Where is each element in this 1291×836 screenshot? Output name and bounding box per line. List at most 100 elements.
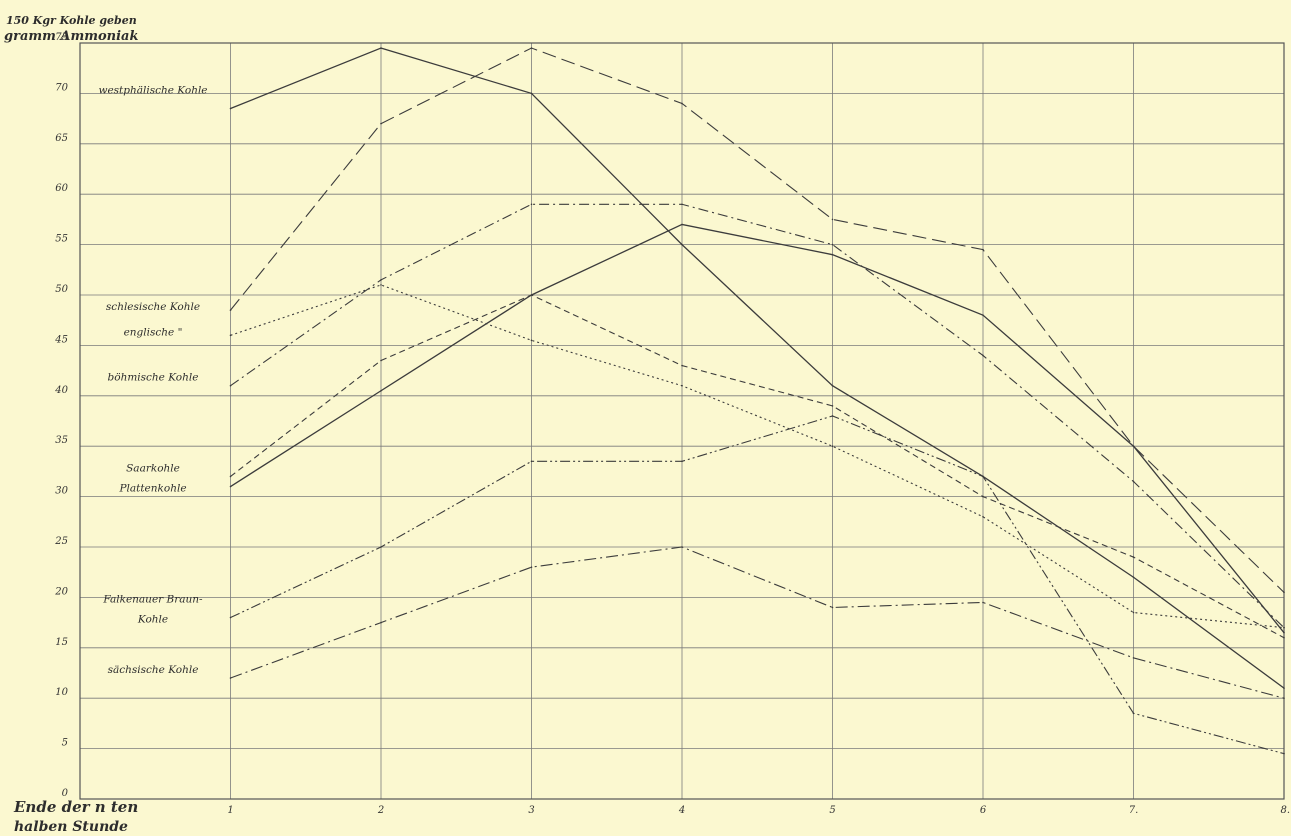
series-point [831, 606, 834, 609]
series-point [1132, 576, 1135, 579]
series-point [530, 294, 533, 296]
series-point [229, 616, 232, 619]
series-line [230, 294, 1285, 639]
series-point [229, 485, 232, 488]
series-point [831, 445, 834, 448]
series-point [530, 566, 533, 568]
y-tick-label: 75 [55, 32, 68, 43]
x-tick-label: 4 [678, 805, 685, 816]
x-tick-label: 8. [1280, 805, 1290, 816]
y-tick-label: 35 [55, 435, 68, 446]
series-point [1132, 480, 1135, 483]
series-line [230, 203, 1285, 629]
series-label: Kohle [137, 614, 168, 626]
series-point [982, 248, 984, 251]
series-point [982, 354, 984, 357]
series-point [1283, 697, 1285, 699]
series-point [380, 359, 382, 362]
series-point [1283, 636, 1285, 639]
series-point [380, 47, 382, 49]
series-line [230, 47, 1285, 593]
series-7 [229, 546, 1285, 699]
series-label: westphälische Kohle [98, 84, 207, 96]
series-label: böhmische Kohle [108, 372, 199, 384]
series-point [1283, 626, 1285, 629]
y-tick-label: 70 [55, 82, 68, 93]
series-6 [229, 415, 1285, 755]
series-point [982, 601, 984, 604]
x-axis-label-line-2: halben Stunde [14, 819, 128, 835]
series-point [229, 677, 232, 679]
y-tick-labels: 0 5 10 15 20 25 30 35 40 45 50 55 60 65 70 75 [54, 32, 68, 799]
series-point [1283, 591, 1285, 594]
y-axis-label-line-2: gramm Ammoniak [4, 29, 139, 44]
series-point [229, 384, 232, 387]
series-point [1132, 712, 1135, 715]
series-point [1132, 611, 1135, 614]
series-5 [229, 294, 1285, 639]
y-tick-label: 20 [54, 586, 68, 597]
series-line [230, 284, 1285, 629]
series-lines [229, 47, 1285, 755]
series-point [1283, 687, 1285, 689]
y-tick-label: 0 [62, 788, 69, 799]
y-tick-label: 50 [55, 284, 68, 295]
series-label: Plattenkohle [118, 483, 186, 495]
series-point [530, 203, 533, 206]
series-point [229, 309, 232, 311]
series-line [230, 546, 1285, 699]
grid [79, 42, 1285, 800]
series-point [831, 415, 834, 417]
series-point [831, 405, 834, 407]
y-tick-label: 45 [54, 334, 68, 345]
series-point [681, 384, 683, 387]
series-3 [229, 203, 1285, 629]
y-tick-label: 5 [62, 738, 68, 749]
series-point [681, 243, 683, 246]
x-tick-labels: 1 2 3 4 5 6 7. 8. [227, 805, 1290, 816]
x-tick-label: 1 [227, 805, 233, 816]
series-point [530, 92, 533, 95]
series-line [230, 415, 1285, 755]
series-point [530, 460, 533, 463]
y-tick-label: 55 [55, 234, 68, 245]
series-label: sächsische Kohle [108, 664, 199, 676]
series-2 [229, 284, 1285, 629]
x-tick-label: 6 [980, 805, 987, 816]
series-point [229, 334, 232, 337]
series-point [831, 243, 834, 246]
series-point [380, 621, 382, 624]
series-point [229, 475, 232, 478]
series-line [230, 223, 1285, 634]
series-point [380, 389, 382, 392]
series-4 [229, 223, 1285, 634]
x-tick-label: 7. [1129, 805, 1139, 816]
series-label: englische " [124, 326, 183, 338]
series-point [1283, 631, 1285, 634]
series-point [1132, 556, 1135, 558]
y-axis-label-line-1: 150 Kgr Kohle geben [6, 14, 137, 27]
x-tick-label: 5 [829, 805, 835, 816]
series-point [982, 495, 984, 498]
series-point [380, 122, 382, 125]
series-point [831, 253, 834, 256]
series-label: schlesische Kohle [106, 301, 200, 313]
x-tick-label: 2 [377, 805, 384, 816]
series-point [681, 364, 683, 367]
y-tick-label: 65 [55, 133, 68, 144]
series-label: Saarkohle [126, 462, 180, 474]
y-tick-label: 30 [55, 486, 68, 497]
series-point [681, 203, 683, 206]
y-tick-label: 10 [55, 687, 68, 698]
series-point [380, 279, 382, 281]
series-line [230, 47, 1285, 689]
series-point [831, 218, 834, 221]
series-point [681, 223, 683, 226]
series-point [380, 284, 382, 286]
series-point [1283, 752, 1285, 755]
series-point [982, 475, 984, 478]
y-tick-label: 25 [54, 536, 68, 547]
y-tick-label: 60 [55, 183, 68, 194]
series-point [1132, 445, 1135, 448]
